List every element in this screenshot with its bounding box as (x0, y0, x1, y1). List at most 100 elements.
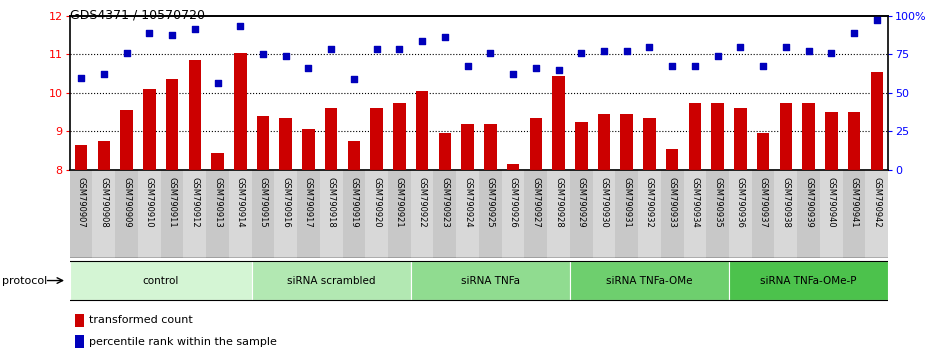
Text: GSM790919: GSM790919 (350, 177, 358, 228)
Bar (825, 112, 838, 170)
Point (278, 53, 293, 59)
Point (870, 17, 884, 23)
Text: percentile rank within the sample: percentile rank within the sample (89, 337, 277, 347)
Bar (552, 76, 565, 170)
Text: GSM790923: GSM790923 (440, 177, 449, 228)
Text: GSM790933: GSM790933 (668, 177, 677, 228)
Bar (803, 103, 815, 170)
Text: GSM790937: GSM790937 (759, 177, 767, 228)
Bar (279, 118, 292, 170)
Point (324, 46, 339, 51)
Bar (297, 170, 320, 258)
Bar (870, 72, 883, 170)
Bar (115, 170, 138, 258)
Bar (348, 141, 360, 170)
Text: GSM790907: GSM790907 (76, 177, 86, 228)
Bar (342, 170, 365, 258)
Text: GSM790914: GSM790914 (235, 177, 245, 228)
Text: GSM790935: GSM790935 (713, 177, 723, 228)
Bar (70, 170, 92, 258)
Bar (644, 118, 656, 170)
Text: GSM790915: GSM790915 (259, 177, 268, 228)
Text: GSM790920: GSM790920 (372, 177, 381, 228)
Bar (70, 261, 252, 301)
Text: GSM790942: GSM790942 (872, 177, 882, 228)
Bar (484, 124, 497, 170)
Text: GSM790936: GSM790936 (736, 177, 745, 228)
Point (415, 38, 430, 44)
Bar (365, 170, 388, 258)
Text: GSM790921: GSM790921 (395, 177, 404, 228)
Bar (92, 170, 115, 258)
Bar (598, 114, 610, 170)
Bar (866, 170, 888, 258)
Bar (575, 122, 588, 170)
Bar (433, 170, 457, 258)
Bar (257, 116, 269, 170)
Bar (616, 170, 638, 258)
Point (801, 48, 816, 53)
Bar (439, 133, 451, 170)
Text: siRNA TNFa: siRNA TNFa (461, 275, 520, 286)
Text: control: control (142, 275, 179, 286)
Text: GSM790940: GSM790940 (827, 177, 836, 228)
Bar (416, 91, 429, 170)
Bar (501, 170, 525, 258)
Text: GSM790938: GSM790938 (781, 177, 790, 228)
Point (369, 46, 384, 51)
Point (142, 30, 157, 36)
Bar (507, 164, 519, 170)
Bar (779, 103, 792, 170)
Point (846, 30, 861, 36)
Bar (320, 170, 342, 258)
Bar (411, 261, 570, 301)
Bar (525, 170, 547, 258)
Bar (189, 60, 201, 170)
Point (551, 67, 566, 73)
Text: GSM790918: GSM790918 (326, 177, 336, 228)
Bar (666, 149, 678, 170)
Bar (388, 170, 411, 258)
Bar (570, 170, 592, 258)
Text: siRNA TNFa-OMe-P: siRNA TNFa-OMe-P (761, 275, 857, 286)
Text: GSM790931: GSM790931 (622, 177, 631, 228)
Bar (570, 261, 729, 301)
Point (232, 23, 247, 28)
Bar (706, 170, 729, 258)
Bar (684, 170, 706, 258)
Bar (370, 108, 383, 170)
Bar (143, 89, 155, 170)
Bar (302, 130, 314, 170)
Bar (529, 118, 542, 170)
Text: GSM790924: GSM790924 (463, 177, 472, 228)
Bar (711, 103, 724, 170)
Bar (211, 153, 224, 170)
Text: transformed count: transformed count (89, 315, 193, 325)
Point (506, 71, 521, 76)
Bar (688, 103, 701, 170)
Text: siRNA scrambled: siRNA scrambled (287, 275, 376, 286)
Text: GSM790925: GSM790925 (485, 177, 495, 228)
Text: GSM790912: GSM790912 (191, 177, 199, 228)
Bar (757, 133, 769, 170)
Bar (848, 112, 860, 170)
Point (574, 50, 589, 55)
Text: GSM790917: GSM790917 (304, 177, 313, 228)
Text: GSM790908: GSM790908 (100, 177, 109, 228)
Point (596, 48, 611, 53)
Text: GSM790934: GSM790934 (690, 177, 699, 228)
Point (687, 63, 702, 69)
Text: GSM790916: GSM790916 (281, 177, 290, 228)
Bar (479, 170, 501, 258)
Point (73, 75, 88, 80)
Bar (74, 335, 84, 348)
Point (733, 44, 748, 50)
Bar (252, 261, 411, 301)
Point (711, 53, 725, 59)
Text: GSM790922: GSM790922 (418, 177, 427, 228)
Point (165, 32, 179, 38)
Bar (120, 110, 133, 170)
Bar (229, 170, 252, 258)
Text: GSM790911: GSM790911 (167, 177, 177, 228)
Text: GSM790927: GSM790927 (531, 177, 540, 228)
